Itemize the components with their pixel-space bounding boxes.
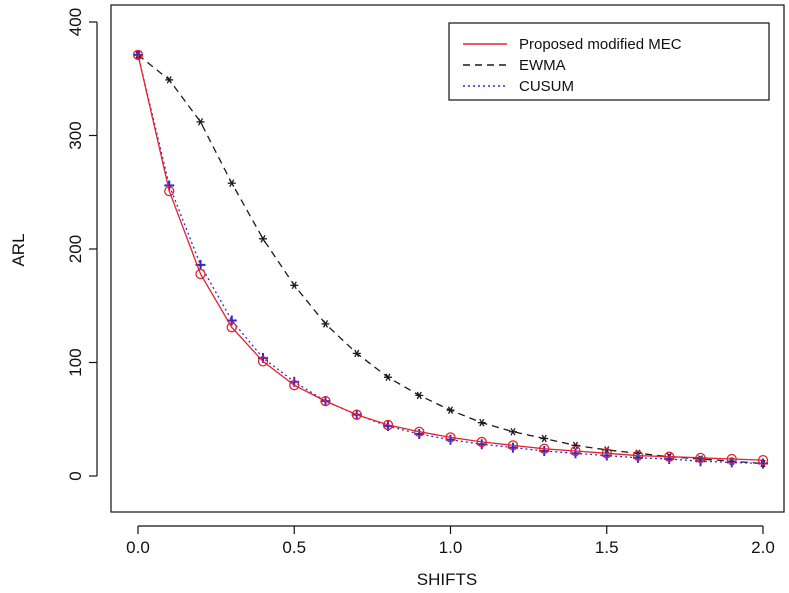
data-point-ewma-4 xyxy=(259,234,267,243)
data-point-ewma-3 xyxy=(227,179,236,187)
data-point-cusum-15 xyxy=(601,450,612,461)
x-axis: 0.0 0.5 1.0 1.5 2.0 xyxy=(126,525,775,557)
data-point-proposed-modified-mec-3 xyxy=(226,322,237,333)
data-point-proposed-modified-mec-13 xyxy=(539,443,550,454)
data-point-proposed-modified-mec-8 xyxy=(382,419,394,431)
data-point-ewma-11 xyxy=(477,418,486,427)
data-point-cusum-17 xyxy=(664,453,675,464)
series-cusum xyxy=(133,49,768,469)
data-point-proposed-modified-mec-6 xyxy=(320,395,331,407)
data-point-ewma-7 xyxy=(352,349,361,358)
y-tick-label-300: 300 xyxy=(66,121,85,149)
data-point-ewma-2 xyxy=(196,118,205,126)
data-point-ewma-9 xyxy=(415,391,424,400)
data-point-proposed-modified-mec-18 xyxy=(695,452,706,463)
series-layer xyxy=(132,49,769,469)
y-tick-label-200: 200 xyxy=(66,235,85,263)
data-point-proposed-modified-mec-1 xyxy=(164,185,175,197)
data-point-ewma-12 xyxy=(509,427,517,436)
series-ewma xyxy=(134,51,767,468)
data-point-ewma-10 xyxy=(446,406,455,414)
data-point-ewma-6 xyxy=(321,320,330,328)
data-point-cusum-12 xyxy=(508,442,518,453)
plot-frame xyxy=(110,4,785,513)
data-point-ewma-8 xyxy=(384,373,392,382)
data-point-proposed-modified-mec-19 xyxy=(726,453,737,465)
data-point-cusum-16 xyxy=(633,452,643,463)
y-tick-label-400: 400 xyxy=(66,8,85,36)
y-axis-label: ARL xyxy=(9,233,28,266)
x-tick-label-0.0: 0.0 xyxy=(126,538,150,557)
x-axis-label: SHIFTS xyxy=(417,570,477,589)
data-point-proposed-modified-mec-20 xyxy=(757,454,769,466)
data-point-proposed-modified-mec-15 xyxy=(601,448,612,459)
x-tick-label-1.5: 1.5 xyxy=(595,538,619,557)
data-point-proposed-modified-mec-0 xyxy=(132,49,144,61)
y-tick-label-100: 100 xyxy=(66,348,85,376)
series-line-ewma xyxy=(137,54,764,465)
series-line-proposed-modified-mec xyxy=(137,54,764,461)
data-point-cusum-9 xyxy=(414,429,425,440)
legend: Proposed modified MEC EWMA CUSUM xyxy=(448,22,770,101)
data-point-ewma-1 xyxy=(165,76,174,84)
legend-label-ewma: EWMA xyxy=(519,57,566,74)
data-point-cusum-13 xyxy=(539,446,550,457)
data-point-cusum-10 xyxy=(445,434,456,445)
legend-label-proposed-modified-mec: Proposed modified MEC xyxy=(519,36,682,53)
data-point-proposed-modified-mec-10 xyxy=(445,432,456,443)
legend-label-cusum: CUSUM xyxy=(519,78,574,95)
x-tick-label-1.0: 1.0 xyxy=(439,538,463,557)
x-tick-label-2.0: 2.0 xyxy=(751,538,775,557)
data-point-proposed-modified-mec-11 xyxy=(476,436,487,448)
data-point-proposed-modified-mec-9 xyxy=(414,426,425,437)
data-point-proposed-modified-mec-14 xyxy=(570,445,581,457)
data-point-ewma-5 xyxy=(290,281,299,290)
y-axis: 0 100 200 300 400 xyxy=(66,8,98,481)
data-point-proposed-modified-mec-2 xyxy=(195,268,206,280)
series-line-cusum xyxy=(137,54,764,465)
data-point-proposed-modified-mec-16 xyxy=(632,450,644,461)
data-point-proposed-modified-mec-12 xyxy=(507,440,519,451)
legend-box xyxy=(448,22,770,101)
data-point-ewma-14 xyxy=(571,441,580,450)
data-point-proposed-modified-mec-7 xyxy=(351,409,362,420)
data-point-proposed-modified-mec-4 xyxy=(257,356,269,367)
series-proposed-modified-mec xyxy=(132,49,769,466)
data-point-cusum-11 xyxy=(476,439,487,450)
data-point-cusum-14 xyxy=(570,448,581,459)
x-tick-label-0.5: 0.5 xyxy=(282,538,306,557)
data-point-proposed-modified-mec-5 xyxy=(289,380,300,391)
data-point-ewma-13 xyxy=(540,434,549,443)
data-point-proposed-modified-mec-17 xyxy=(664,451,675,462)
y-tick-label-0: 0 xyxy=(66,471,85,480)
